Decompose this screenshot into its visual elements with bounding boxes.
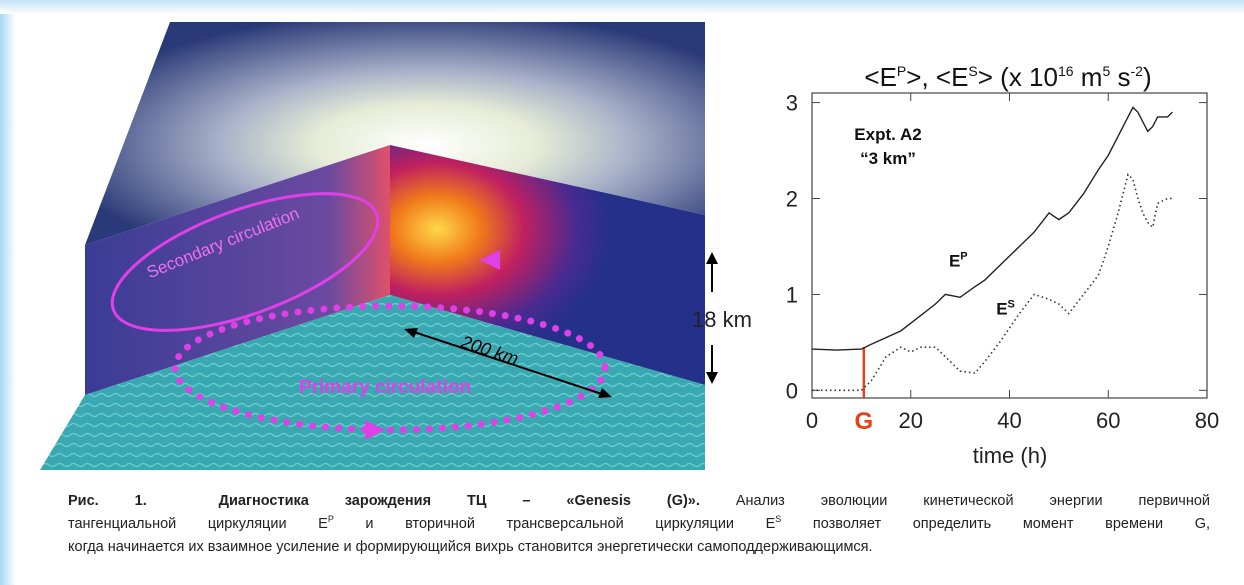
caption-line: тангенциальной циркуляции EP и вторичной… bbox=[68, 513, 1210, 536]
arrow-head bbox=[706, 372, 718, 384]
title-sup: P bbox=[897, 63, 906, 79]
genesis-label: G bbox=[855, 408, 874, 435]
caption-text: позволяет определить момент времени G, bbox=[781, 516, 1210, 532]
title-sup: 5 bbox=[1102, 63, 1110, 79]
title-sup: 16 bbox=[1058, 63, 1074, 79]
caption-line: когда начинается их взаимное усиление и … bbox=[68, 536, 1210, 559]
series-name-sup: S bbox=[1008, 298, 1015, 310]
primary-label: Primary circulation bbox=[299, 377, 471, 398]
annotation: Expt. A2 bbox=[854, 125, 921, 144]
series-label: EP bbox=[949, 251, 968, 271]
x-tick-label: 60 bbox=[1096, 408, 1120, 433]
page-edge bbox=[0, 0, 16, 585]
title-part: > (x 10 bbox=[978, 62, 1058, 92]
series-label: ES bbox=[996, 298, 1015, 318]
caption: Рис. 1. Диагностика зарождения ТЦ – «Gen… bbox=[68, 490, 1210, 559]
series-name-sup: P bbox=[960, 251, 967, 263]
title-sup: S bbox=[968, 63, 977, 79]
title-part: m bbox=[1074, 62, 1103, 92]
y-tick-label: 2 bbox=[786, 187, 798, 212]
x-axis-label: time (h) bbox=[973, 443, 1048, 468]
y-tick-label: 3 bbox=[786, 91, 798, 116]
x-tick-label: 0 bbox=[806, 408, 818, 433]
illustration: Secondary circulation Primary circulatio… bbox=[40, 22, 752, 470]
annotation: “3 km” bbox=[860, 149, 916, 168]
page-edge bbox=[0, 0, 1244, 14]
series-name: E bbox=[996, 299, 1007, 318]
x-tick-label: 20 bbox=[899, 408, 923, 433]
title-sup: -2 bbox=[1130, 63, 1143, 79]
caption-text: тангенциальной циркуляции E bbox=[68, 516, 328, 532]
caption-text: и вторичной трансверсальной циркуляции E bbox=[334, 516, 775, 532]
page: Secondary circulation Primary circulatio… bbox=[0, 0, 1244, 585]
title-part: ) bbox=[1143, 62, 1152, 92]
title-part: <E bbox=[864, 62, 897, 92]
chart-title: <EP>, <ES> (x 1016 m5 s-2) bbox=[864, 62, 1151, 92]
y-tick-label: 1 bbox=[786, 282, 798, 307]
caption-text: Рис. 1. Диагностика зарождения ТЦ – «Gen… bbox=[68, 493, 700, 509]
title-part: >, <E bbox=[906, 62, 968, 92]
x-tick-label: 40 bbox=[997, 408, 1021, 433]
series-line bbox=[812, 175, 1172, 391]
caption-line: Рис. 1. Диагностика зарождения ТЦ – «Gen… bbox=[68, 490, 1210, 513]
title-part: s bbox=[1110, 62, 1130, 92]
arrow-head bbox=[706, 252, 718, 264]
x-tick-label: 80 bbox=[1195, 408, 1219, 433]
series-name: E bbox=[949, 252, 960, 271]
height-label: 18 km bbox=[692, 307, 752, 332]
y-tick-label: 0 bbox=[786, 378, 798, 403]
caption-text: когда начинается их взаимное усиление и … bbox=[68, 539, 873, 555]
caption-text: Анализ эволюции кинетической энергии пер… bbox=[700, 493, 1210, 509]
